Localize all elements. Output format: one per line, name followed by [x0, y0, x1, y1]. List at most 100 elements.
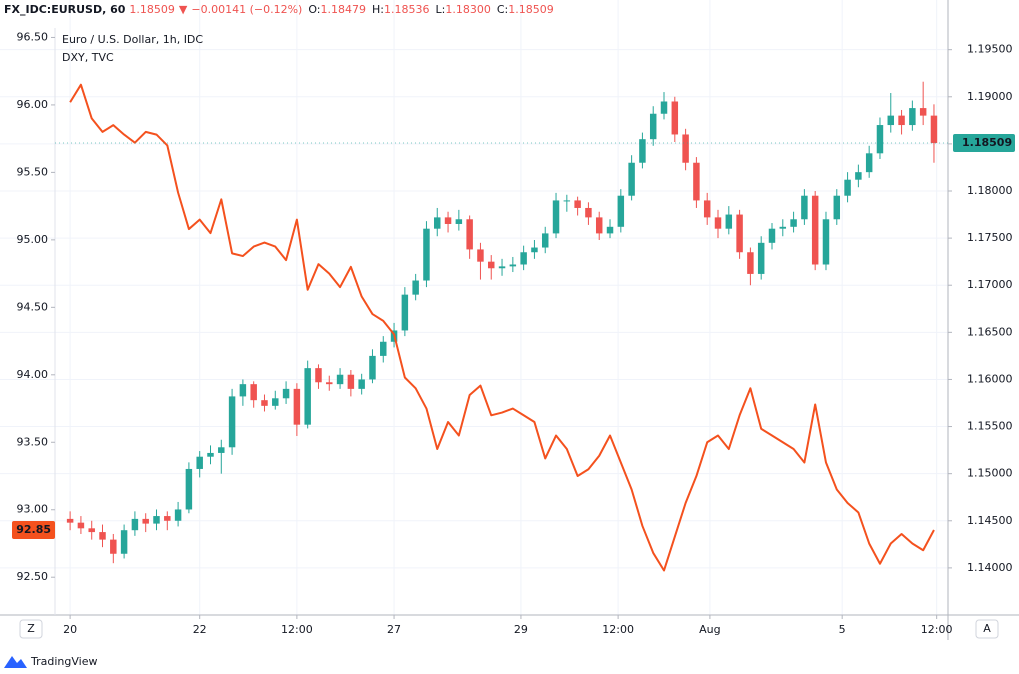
- candle-body: [315, 368, 322, 383]
- candle-body: [909, 108, 916, 126]
- candle: [185, 462, 193, 514]
- candle-body: [844, 179, 851, 196]
- x-tick-label: 12:00: [602, 623, 634, 636]
- plot: [66, 81, 938, 572]
- candle-body: [606, 226, 614, 234]
- candle: [736, 209, 743, 259]
- candle: [423, 221, 430, 288]
- candle-body: [228, 396, 236, 448]
- candle-body: [811, 195, 819, 265]
- candle-body: [725, 214, 733, 229]
- candle-body: [649, 113, 657, 140]
- candle: [326, 375, 333, 391]
- y2-tick-label: 1.16500: [967, 325, 1013, 338]
- candle-body: [99, 532, 106, 540]
- button-label[interactable]: A: [983, 622, 991, 635]
- candle: [703, 192, 711, 225]
- candle-body: [747, 252, 754, 274]
- y2-tick-label: 1.14000: [967, 561, 1013, 574]
- y2-tick-label: 1.19000: [967, 90, 1013, 103]
- y-tick-label: 95.00: [17, 233, 49, 246]
- candle-body: [790, 219, 797, 227]
- x-tick-label: Aug: [699, 623, 720, 636]
- candle-body: [120, 530, 128, 554]
- candle: [120, 524, 128, 559]
- candle-body: [477, 249, 484, 262]
- candle-body: [380, 341, 387, 356]
- candle-body: [77, 522, 85, 529]
- candle: [250, 381, 257, 408]
- candle-body: [595, 217, 603, 234]
- candle-body: [369, 355, 376, 380]
- candle: [574, 196, 581, 216]
- candle: [207, 445, 214, 465]
- legend-entry: Euro / U.S. Dollar, 1h, IDC: [62, 33, 203, 46]
- last-value-label: 92.85: [16, 523, 51, 536]
- candle: [628, 155, 635, 201]
- x-tick-label: 12:00: [921, 623, 953, 636]
- y2-tick-label: 1.18000: [967, 184, 1013, 197]
- candle: [498, 258, 506, 276]
- candle-body: [703, 200, 711, 218]
- candle: [174, 501, 182, 527]
- button-z[interactable]: [19, 619, 43, 639]
- candle: [790, 211, 797, 233]
- y-tick-label: 95.50: [17, 165, 49, 178]
- candle-body: [282, 388, 290, 399]
- candle-body: [930, 115, 938, 144]
- candle: [617, 189, 625, 233]
- candle-body: [466, 219, 473, 250]
- candle: [919, 81, 927, 126]
- button-a[interactable]: [975, 619, 999, 639]
- candle-body: [131, 518, 139, 531]
- candle-body: [207, 452, 214, 457]
- candle-body: [898, 115, 905, 126]
- candle-body: [423, 228, 430, 281]
- x-tick-label: 27: [387, 623, 401, 636]
- candle: [380, 336, 387, 363]
- candle: [606, 219, 614, 239]
- candle-body: [218, 447, 225, 453]
- candle: [434, 207, 441, 237]
- candle-body: [865, 153, 873, 173]
- candle-body: [887, 115, 895, 126]
- candle: [282, 381, 290, 404]
- candle: [531, 239, 538, 259]
- candle: [887, 93, 895, 133]
- ohlc-value: 1.18509: [508, 3, 554, 16]
- candle: [336, 368, 344, 389]
- candle: [876, 117, 884, 159]
- candle-body: [488, 261, 495, 269]
- button-label[interactable]: Z: [27, 622, 35, 635]
- arrow: ▼: [179, 3, 188, 16]
- candle-body: [714, 217, 722, 229]
- candle-body: [660, 101, 668, 114]
- candle: [552, 192, 560, 239]
- legend-entry: DXY, TVC: [62, 51, 114, 64]
- y2-tick-label: 1.15000: [967, 467, 1013, 480]
- candle: [585, 202, 592, 225]
- candle: [110, 533, 117, 564]
- axes: 20 22 12:00 27 29 12:00 Aug 5 12:00 1.14000 1.1450…: [12, 30, 1015, 636]
- candle-body: [153, 516, 160, 524]
- candle-body: [520, 252, 527, 265]
- ohlc-key: O:: [308, 3, 320, 16]
- candle-body: [617, 195, 625, 227]
- line: [69, 83, 935, 572]
- candle: [455, 209, 463, 231]
- candle: [218, 439, 225, 474]
- last-price-label: 1.18509: [962, 136, 1012, 149]
- ohlc-key: C:: [497, 3, 508, 16]
- candle: [369, 349, 376, 384]
- candle-body: [498, 266, 506, 269]
- y2-tick-label: 1.16000: [967, 372, 1013, 385]
- candle-body: [693, 162, 700, 201]
- y2-tick-label: 1.17000: [967, 278, 1013, 291]
- candle-body: [110, 539, 117, 554]
- candle: [412, 273, 419, 301]
- last-price-box: [953, 134, 1015, 153]
- candle-body: [552, 200, 560, 234]
- y2-tick-label: 1.17500: [967, 231, 1013, 244]
- candle: [99, 524, 106, 548]
- brand[interactable]: TradingView: [4, 655, 97, 668]
